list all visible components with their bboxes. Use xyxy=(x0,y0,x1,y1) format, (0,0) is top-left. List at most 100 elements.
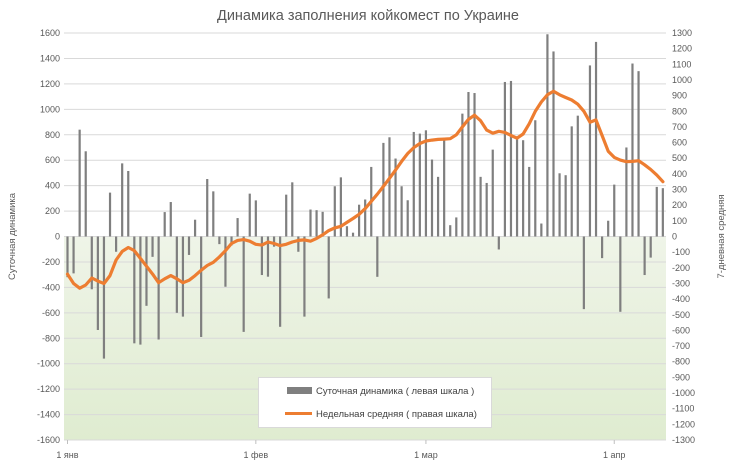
right-axis-tick-label: 300 xyxy=(672,185,687,195)
right-axis-tick-label: -700 xyxy=(672,341,690,351)
daily-bar xyxy=(121,163,124,237)
daily-bar xyxy=(540,223,543,237)
daily-bar xyxy=(339,177,342,237)
daily-bar xyxy=(546,34,549,237)
daily-bar xyxy=(509,80,513,237)
daily-bar xyxy=(193,219,197,237)
right-axis-tick-label: -1100 xyxy=(672,404,694,414)
daily-bar xyxy=(619,236,622,312)
daily-bar xyxy=(200,236,203,337)
left-axis-tick-label: -800 xyxy=(42,333,60,343)
daily-bar xyxy=(224,236,227,287)
left-axis-tick-label: -1600 xyxy=(37,435,60,445)
daily-bar xyxy=(315,210,318,237)
weekly-average-line-series xyxy=(65,89,665,290)
left-axis-tick-label: -600 xyxy=(42,308,60,318)
daily-bar xyxy=(242,236,245,332)
left-axis-tick-label: 1600 xyxy=(40,28,60,38)
daily-bar xyxy=(576,115,579,237)
right-axis-tick-label: 100 xyxy=(672,216,687,226)
right-axis-tick-label: 1100 xyxy=(672,59,691,69)
legend-item-weekly-label: Недельная средняя ( правая шкала) xyxy=(316,409,477,420)
weekly-average-line xyxy=(65,89,665,290)
daily-bar xyxy=(212,191,215,237)
left-axis-tick-label: 600 xyxy=(45,155,60,165)
x-axis-tick-label: 1 янв xyxy=(56,450,78,460)
right-axis-tick-label: -400 xyxy=(672,294,690,304)
daily-bar xyxy=(151,236,154,257)
daily-bar xyxy=(169,202,172,237)
daily-bar xyxy=(534,120,537,237)
daily-bar xyxy=(333,186,336,237)
daily-bar xyxy=(187,236,191,255)
right-axis-title: 7-дневная средняя xyxy=(716,194,727,278)
daily-bar xyxy=(528,166,531,237)
daily-bar xyxy=(558,173,561,237)
right-axis-tick-label: -1000 xyxy=(672,388,695,398)
left-axis-tick-label: -1200 xyxy=(37,384,60,394)
daily-bar xyxy=(479,176,482,237)
daily-bar xyxy=(661,188,664,237)
right-axis-tick-label: 1300 xyxy=(672,28,692,38)
daily-bar xyxy=(279,236,282,327)
daily-bar xyxy=(594,41,598,237)
daily-bar xyxy=(430,159,434,237)
chart-title: Динамика заполнения койкомест по Украине xyxy=(217,8,519,24)
right-axis-tick-label: 0 xyxy=(672,232,677,242)
left-axis-tick-label: 200 xyxy=(45,206,60,216)
daily-bar xyxy=(424,130,428,237)
daily-bar xyxy=(254,200,257,237)
daily-bar xyxy=(394,158,397,237)
daily-bar xyxy=(66,236,69,278)
daily-bar xyxy=(358,204,361,237)
daily-bar xyxy=(145,236,148,306)
right-axis-tick-label: -300 xyxy=(672,278,690,288)
daily-bar xyxy=(497,236,500,250)
right-axis-tick-label: -900 xyxy=(672,372,690,382)
daily-bar xyxy=(522,140,525,237)
daily-bar xyxy=(115,236,118,252)
axis-tick-labels: 16001400120010008006004002000-200-400-60… xyxy=(37,28,695,460)
daily-bar xyxy=(364,199,367,237)
left-axis-tick-label: -1400 xyxy=(37,410,60,420)
left-axis-tick-label: 1400 xyxy=(40,53,60,63)
daily-bar xyxy=(248,193,251,237)
daily-bar xyxy=(552,51,555,237)
daily-bar xyxy=(376,236,379,277)
daily-bar xyxy=(321,211,324,237)
legend-box xyxy=(258,377,492,428)
daily-bar xyxy=(515,136,519,237)
daily-bar xyxy=(643,236,646,276)
right-axis-tick-label: 400 xyxy=(672,169,687,179)
daily-bar xyxy=(503,81,506,237)
left-axis-tick-label: -1000 xyxy=(37,359,60,369)
daily-bar xyxy=(230,236,233,246)
daily-bar xyxy=(436,176,440,237)
right-axis-tick-label: -200 xyxy=(672,263,690,273)
right-axis-tick-label: 500 xyxy=(672,153,687,163)
daily-bar xyxy=(564,175,567,237)
daily-bar xyxy=(443,138,446,237)
daily-bars-series xyxy=(66,34,664,359)
right-axis-tick-label: 700 xyxy=(672,122,687,132)
legend-item-daily-label: Суточная динамика ( левая шкала ) xyxy=(316,386,474,397)
daily-bar xyxy=(485,182,488,237)
left-axis-title: Суточная динамика xyxy=(7,192,18,280)
daily-bar xyxy=(266,236,270,277)
daily-bar xyxy=(175,236,178,313)
daily-bar xyxy=(400,186,403,237)
daily-bar xyxy=(473,93,476,237)
daily-bar xyxy=(108,192,112,237)
daily-bar xyxy=(297,236,300,252)
right-axis-tick-label: -1200 xyxy=(672,419,695,429)
daily-bar xyxy=(303,236,306,317)
right-axis-tick-label: -1300 xyxy=(672,435,695,445)
legend: Суточная динамика ( левая шкала ) Недель… xyxy=(258,377,492,428)
daily-bar xyxy=(406,200,409,237)
x-axis-tick-label: 1 апр xyxy=(603,450,625,460)
daily-bar xyxy=(570,126,573,237)
daily-bar xyxy=(236,218,239,237)
daily-bar xyxy=(649,236,652,258)
daily-bar xyxy=(84,151,87,237)
